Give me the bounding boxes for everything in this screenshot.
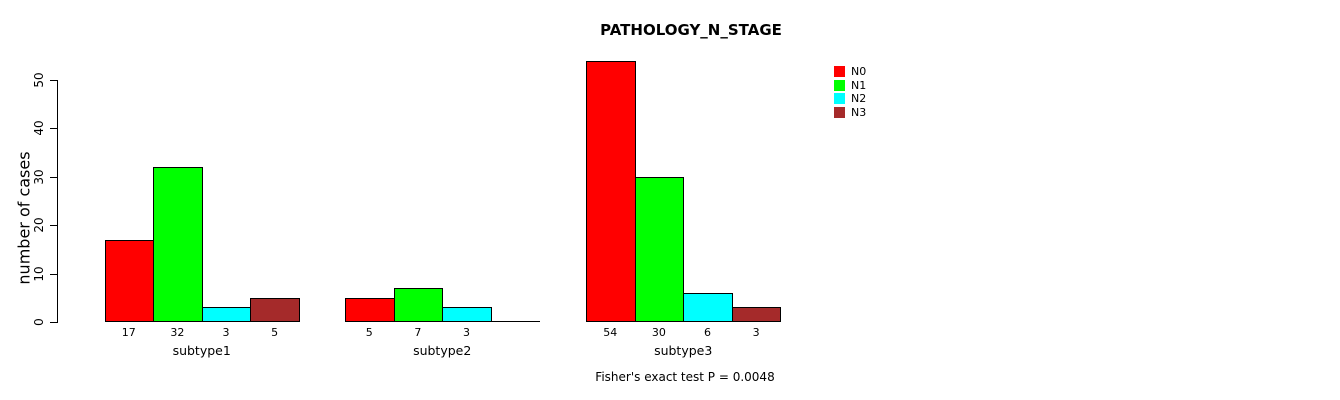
bar-value-label: 54 <box>603 326 618 339</box>
x-category-label-subtype1: subtype1 <box>172 343 231 358</box>
y-axis-tick <box>50 176 57 178</box>
bar-subtype2-N1 <box>393 288 444 322</box>
bar-subtype1-N1 <box>153 167 203 322</box>
y-tick-label: 50 <box>32 72 46 88</box>
bar-value-label: 32 <box>170 326 185 339</box>
chart-title: PATHOLOGY_N_STAGE <box>600 21 782 39</box>
bar-subtype3-N3 <box>731 307 782 322</box>
legend: N0 N1 N2 N3 <box>834 66 866 118</box>
bar-subtype2-N2 <box>442 307 492 322</box>
bar-subtype3-N1 <box>634 176 685 322</box>
x-category-label-subtype3: subtype3 <box>654 343 713 358</box>
bar-subtype2-N0 <box>345 297 395 322</box>
bar-zero-subtype2-N3 <box>490 321 541 322</box>
bar-value-label: 3 <box>462 326 470 339</box>
y-tick-label: 0 <box>32 318 46 326</box>
legend-item-N2: N2 <box>834 93 866 104</box>
bar-value-label: 5 <box>271 326 279 339</box>
y-tick-label: 40 <box>32 120 46 137</box>
y-axis-tick <box>50 225 57 227</box>
y-axis-tick <box>50 273 57 275</box>
y-axis-tick <box>50 322 57 323</box>
bar-subtype1-N3 <box>250 297 300 322</box>
bar-value-label: 7 <box>414 326 422 339</box>
bar-value-label: 3 <box>222 326 230 339</box>
legend-item-N3: N3 <box>834 105 867 119</box>
y-tick-label: 30 <box>32 169 46 185</box>
y-tick-label: 10 <box>32 265 46 282</box>
legend-label-N0: N0 <box>851 65 867 78</box>
legend-item-N1: N1 <box>834 78 867 92</box>
y-tick-label: 20 <box>32 217 46 233</box>
legend-swatch-N0 <box>834 66 845 77</box>
y-axis-tick <box>50 80 57 81</box>
legend-label-N3: N3 <box>851 105 867 119</box>
bar-value-label: 3 <box>752 326 760 339</box>
legend-swatch-N2 <box>834 93 845 104</box>
bar-subtype3-N0 <box>586 60 636 322</box>
legend-swatch-N1 <box>834 79 845 91</box>
bar-subtype1-N2 <box>201 307 252 322</box>
legend-item-N0: N0 <box>834 66 866 77</box>
annotation-fisher-test: Fisher's exact test P = 0.0048 <box>595 370 775 384</box>
legend-label-N1: N1 <box>851 78 867 92</box>
bar-value-label: 6 <box>703 326 711 339</box>
bar-value-label: 30 <box>651 326 666 339</box>
y-axis-line <box>57 80 58 323</box>
x-category-label-subtype2: subtype2 <box>413 343 472 358</box>
legend-swatch-N3 <box>834 106 845 118</box>
bar-value-label: 5 <box>365 326 373 339</box>
bar-value-label: 17 <box>121 326 136 339</box>
y-axis-tick <box>50 128 57 130</box>
legend-label-N2: N2 <box>851 92 867 105</box>
bar-subtype1-N0 <box>104 239 155 322</box>
bar-subtype3-N2 <box>683 292 733 322</box>
